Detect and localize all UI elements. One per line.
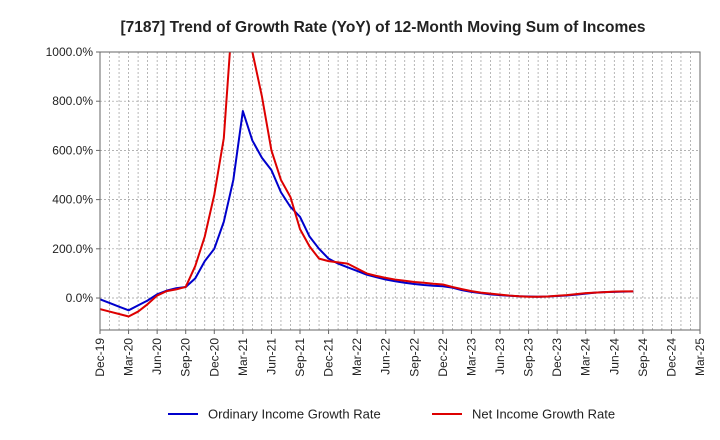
- x-tick-label: Mar-25: [693, 338, 707, 376]
- series-lines: [100, 52, 634, 318]
- x-tick-label: Sep-24: [636, 338, 650, 377]
- legend: Ordinary Income Growth Rate Net Income Gr…: [168, 407, 615, 422]
- y-tick-label: 600.0%: [52, 143, 93, 157]
- x-tick-label: Sep-21: [293, 338, 307, 377]
- x-tick-label: Jun-21: [264, 338, 278, 375]
- x-tick-label: Mar-23: [464, 338, 478, 376]
- y-tick-label: 0.0%: [66, 291, 94, 305]
- x-tick-label: Jun-22: [379, 338, 393, 375]
- x-tick-label: Dec-24: [664, 338, 678, 377]
- series-line-2: [100, 52, 634, 318]
- x-tick-label: Dec-20: [207, 338, 221, 377]
- y-tick-label: 800.0%: [52, 94, 93, 108]
- y-tick-label: 400.0%: [52, 193, 93, 207]
- x-tick-label: Jun-24: [607, 338, 621, 375]
- x-tick-label: Mar-22: [350, 338, 364, 376]
- legend-label-2: Net Income Growth Rate: [472, 407, 615, 422]
- plot-frame: [99, 51, 701, 331]
- plot-area: [100, 52, 700, 330]
- x-tick-label: Jun-20: [150, 338, 164, 375]
- y-tick-label: 200.0%: [52, 242, 93, 256]
- x-tick-label: Mar-20: [122, 338, 136, 376]
- grid: [99, 51, 701, 330]
- x-tick-label: Sep-22: [407, 338, 421, 377]
- axes: 0.0% 200.0% 400.0% 600.0% 800.0% 1000.0% Dec-1…: [46, 45, 707, 377]
- legend-label-1: Ordinary Income Growth Rate: [208, 407, 381, 422]
- chart-title: [7187] Trend of Growth Rate (YoY) of 12-…: [120, 19, 645, 36]
- x-tick-label: Jun-23: [493, 338, 507, 375]
- x-tick-label: Sep-23: [522, 338, 536, 377]
- x-tick-label: Dec-22: [436, 338, 450, 377]
- y-tick-label: 1000.0%: [46, 45, 94, 59]
- x-tick-label: Dec-23: [550, 338, 564, 377]
- x-tick-label: Dec-19: [93, 338, 107, 377]
- x-tick-label: Sep-20: [179, 338, 193, 377]
- x-tick-label: Mar-21: [236, 338, 250, 376]
- x-tick-label: Mar-24: [579, 338, 593, 376]
- x-tick-label: Dec-21: [322, 338, 336, 377]
